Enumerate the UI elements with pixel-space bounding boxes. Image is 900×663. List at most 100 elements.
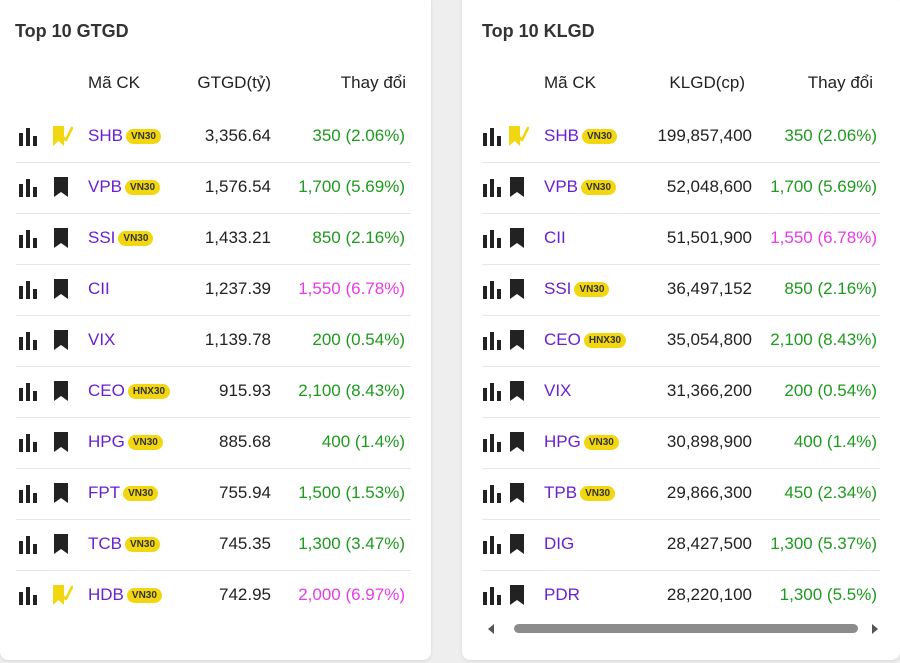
stock-code-link[interactable]: FPT VN30 [88,483,159,503]
bar-chart-icon[interactable] [482,483,504,508]
price-change: 1,550 (6.78%) [770,228,877,247]
table-row[interactable]: SHB VN30 3,356.64 350 (2.06%) [16,112,411,163]
table-row[interactable]: SSI VN30 36,497,152 850 (2.16%) [482,265,880,316]
index-badge: VN30 [118,231,154,246]
bookmark-icon[interactable] [507,277,529,306]
index-badge: VN30 [123,486,159,501]
bar-chart-icon[interactable] [482,432,504,457]
bar-chart-icon[interactable] [18,432,40,457]
index-badge: HNX30 [127,384,171,399]
bar-chart-icon[interactable] [482,228,504,253]
bar-chart-icon[interactable] [482,381,504,406]
table-row[interactable]: DIG 28,427,500 1,300 (5.37%) [482,520,880,571]
table-row[interactable]: SSI VN30 1,433.21 850 (2.16%) [16,214,411,265]
bar-chart-icon[interactable] [482,177,504,202]
bookmark-icon[interactable] [51,226,73,255]
bookmark-icon[interactable] [507,481,529,510]
trade-value: 28,427,500 [666,534,752,553]
bar-chart-icon[interactable] [18,381,40,406]
bookmark-icon[interactable] [507,175,529,204]
bar-chart-icon[interactable] [482,126,504,151]
bookmark-icon[interactable] [507,328,529,357]
stock-code-link[interactable]: SSI VN30 [88,228,154,248]
bookmark-icon[interactable] [507,532,529,561]
stock-code-link[interactable]: SSI VN30 [544,279,610,299]
bar-chart-icon[interactable] [18,228,40,253]
table-row[interactable]: CII 51,501,900 1,550 (6.78%) [482,214,880,265]
stock-code-link[interactable]: TPB VN30 [544,483,616,503]
table-row[interactable]: VIX 1,139.78 200 (0.54%) [16,316,411,367]
bookmark-icon[interactable] [51,430,73,459]
bookmark-icon[interactable] [51,481,73,510]
index-badge: VN30 [125,537,161,552]
bar-chart-icon[interactable] [18,534,40,559]
bar-chart-icon[interactable] [18,279,40,304]
bookmark-icon[interactable] [51,379,73,408]
col-header-change: Thay đổi [340,73,406,92]
table-row[interactable]: VPB VN30 1,576.54 1,700 (5.69%) [16,163,411,214]
scroll-left-arrow-icon[interactable] [488,624,494,634]
table-row[interactable]: SHB VN30 199,857,400 350 (2.06%) [482,112,880,163]
bookmark-icon[interactable] [507,430,529,459]
stock-code-link[interactable]: SHB VN30 [88,126,161,146]
scrollbar-thumb[interactable] [514,624,858,633]
table-row[interactable]: PDR 28,220,100 1,300 (5.5%) [482,571,880,622]
bookmark-icon[interactable] [51,328,73,357]
bar-chart-icon[interactable] [482,279,504,304]
table-row[interactable]: CEO HNX30 35,054,800 2,100 (8.43%) [482,316,880,367]
bookmark-check-icon[interactable] [507,124,530,153]
table-row[interactable]: VPB VN30 52,048,600 1,700 (5.69%) [482,163,880,214]
price-change: 400 (1.4%) [321,432,405,451]
stock-code-link[interactable]: TCB VN30 [88,534,161,554]
stock-code-link[interactable]: VIX [88,330,116,349]
bookmark-icon[interactable] [507,226,529,255]
bookmark-icon[interactable] [51,175,73,204]
stock-code-link[interactable]: VIX [544,381,572,400]
stock-code-link[interactable]: HDB VN30 [88,585,162,605]
table-row[interactable]: HPG VN30 30,898,900 400 (1.4%) [482,418,880,469]
trade-value: 52,048,600 [666,177,752,196]
scroll-right-arrow-icon[interactable] [872,624,878,634]
stock-code-link[interactable]: SHB VN30 [544,126,617,146]
trade-value: 51,501,900 [666,228,752,247]
table-row[interactable]: TCB VN30 745.35 1,300 (3.47%) [16,520,411,571]
price-change: 350 (2.06%) [784,126,877,145]
table-row[interactable]: TPB VN30 29,866,300 450 (2.34%) [482,469,880,520]
bookmark-icon[interactable] [507,379,529,408]
stock-code-link[interactable]: CII [88,279,110,298]
bar-chart-icon[interactable] [482,330,504,355]
table-row[interactable]: VIX 31,366,200 200 (0.54%) [482,367,880,418]
col-header-code: Mã CK [544,73,596,92]
bar-chart-icon[interactable] [18,483,40,508]
bookmark-icon[interactable] [51,277,73,306]
stock-code-link[interactable]: CEO HNX30 [88,381,171,401]
bar-chart-icon[interactable] [18,177,40,202]
bar-chart-icon[interactable] [482,585,504,610]
bookmark-check-icon[interactable] [51,583,74,612]
stock-code-link[interactable]: VPB VN30 [544,177,617,197]
stock-code-link[interactable]: PDR [544,585,580,604]
stock-code-link[interactable]: HPG VN30 [88,432,163,452]
trade-value: 885.68 [219,432,271,451]
table-row[interactable]: FPT VN30 755.94 1,500 (1.53%) [16,469,411,520]
bookmark-icon[interactable] [51,532,73,561]
table-row[interactable]: HPG VN30 885.68 400 (1.4%) [16,418,411,469]
table-row[interactable]: CII 1,237.39 1,550 (6.78%) [16,265,411,316]
trade-value: 1,139.78 [204,330,271,349]
trade-value: 1,237.39 [204,279,271,298]
stock-code-link[interactable]: CEO HNX30 [544,330,627,350]
table-row[interactable]: CEO HNX30 915.93 2,100 (8.43%) [16,367,411,418]
stock-code-link[interactable]: CII [544,228,566,247]
bar-chart-icon[interactable] [18,585,40,610]
horizontal-scrollbar[interactable] [482,622,880,636]
stock-code-link[interactable]: DIG [544,534,575,553]
bar-chart-icon[interactable] [18,126,40,151]
bookmark-check-icon[interactable] [51,124,74,153]
table-row[interactable]: HDB VN30 742.95 2,000 (6.97%) [16,571,411,622]
col-header-code: Mã CK [88,73,140,92]
bar-chart-icon[interactable] [482,534,504,559]
bar-chart-icon[interactable] [18,330,40,355]
bookmark-icon[interactable] [507,583,529,612]
stock-code-link[interactable]: HPG VN30 [544,432,619,452]
stock-code-link[interactable]: VPB VN30 [88,177,161,197]
